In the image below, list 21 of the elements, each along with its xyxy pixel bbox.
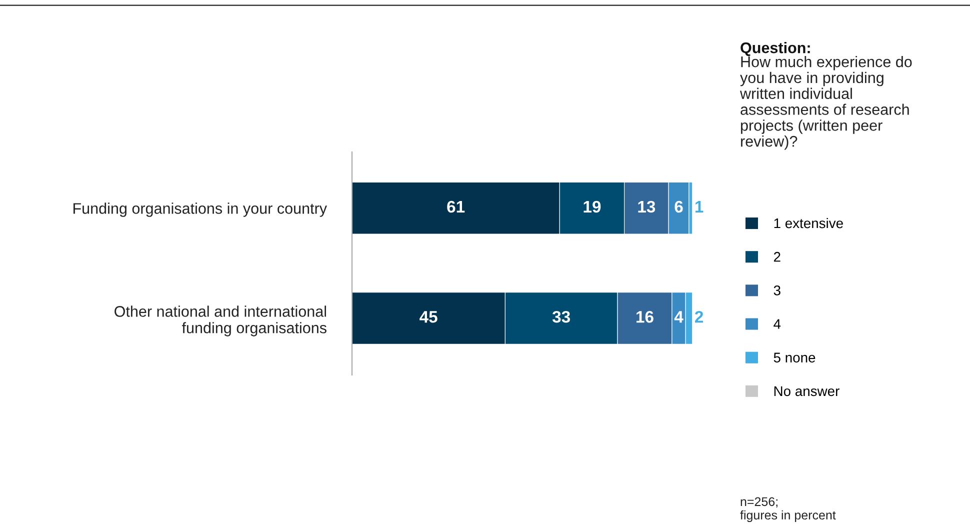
data-label: 1 (695, 201, 704, 212)
y-tick-label: Funding organisations in your country (73, 202, 327, 217)
legend-label: 1 extensive (774, 218, 843, 228)
legend-label: 2 (774, 252, 780, 262)
legend-label: No answer (774, 386, 840, 396)
data-label: 16 (636, 310, 654, 323)
data-label: 2 (695, 310, 704, 323)
y-tick-label: Other national and international funding organisations (114, 306, 326, 336)
data-label: 13 (638, 200, 656, 213)
text: How much experience do you have in providing written individual assessments of research projects (written peer review)? (740, 56, 912, 150)
legend-label: 3 (774, 286, 780, 296)
data-label: 6 (674, 200, 683, 213)
legend-title: Question: (740, 42, 810, 56)
data-label: 61 (447, 200, 465, 213)
data-label: 4 (674, 311, 684, 323)
data-label: 33 (552, 310, 570, 323)
data-label: 19 (584, 200, 601, 213)
data-label: 45 (420, 311, 438, 323)
text: n=256; figures in percent (740, 497, 836, 522)
legend-label: 4 (774, 319, 781, 329)
legend-label: 5 none (774, 352, 816, 362)
